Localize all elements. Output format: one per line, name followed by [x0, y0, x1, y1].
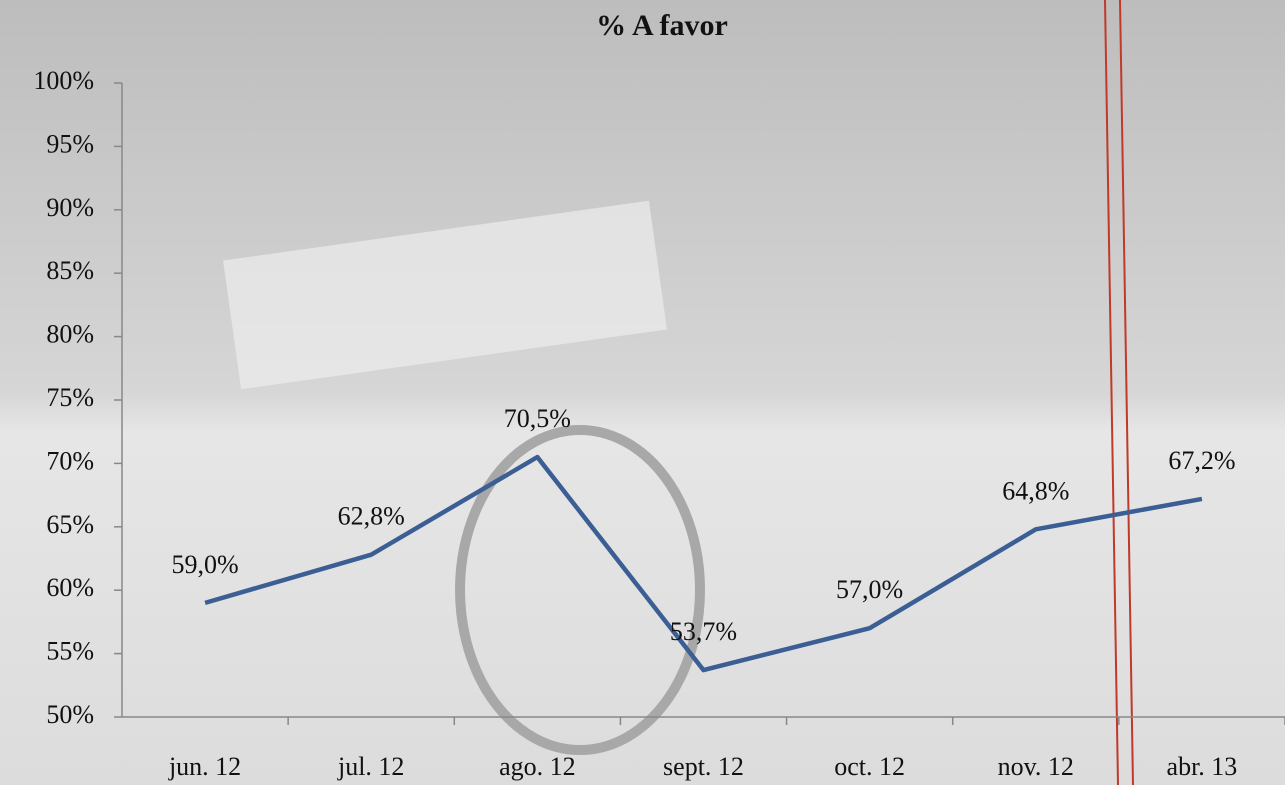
data-label: 57,0%	[836, 575, 903, 604]
y-tick-label: 100%	[33, 66, 94, 95]
x-tick-label: jun. 12	[168, 752, 241, 781]
y-tick-label: 95%	[46, 129, 94, 158]
background-photo	[0, 0, 1285, 785]
y-tick-label: 65%	[46, 510, 94, 539]
data-label: 67,2%	[1168, 446, 1235, 475]
y-tick-label: 80%	[46, 320, 94, 349]
y-tick-label: 50%	[46, 700, 94, 729]
y-tick-label: 75%	[46, 383, 94, 412]
y-tick-label: 70%	[46, 446, 94, 475]
data-label: 53,7%	[670, 617, 737, 646]
chart: % A favor 50% 55% 60% 65% 70% 75% 80% 85% 90% 95%…	[0, 0, 1285, 785]
x-tick-label: sept. 12	[663, 752, 744, 781]
x-tick-label: ago. 12	[499, 752, 576, 781]
x-tick-label: abr. 13	[1167, 752, 1238, 781]
x-tick-label: oct. 12	[834, 752, 905, 781]
x-tick-label: nov. 12	[998, 752, 1074, 781]
chart-title: % A favor	[596, 9, 728, 42]
y-tick-label: 85%	[46, 256, 94, 285]
data-label: 59,0%	[171, 550, 238, 579]
y-tick-label: 55%	[46, 637, 94, 666]
data-label: 70,5%	[504, 404, 571, 433]
y-tick-label: 60%	[46, 573, 94, 602]
data-label: 64,8%	[1002, 476, 1069, 505]
page: % A favor 50% 55% 60% 65% 70% 75% 80% 85% 90% 95%…	[0, 0, 1285, 785]
y-tick-label: 90%	[46, 193, 94, 222]
data-label: 62,8%	[338, 502, 405, 531]
x-tick-label: jul. 12	[337, 752, 404, 781]
